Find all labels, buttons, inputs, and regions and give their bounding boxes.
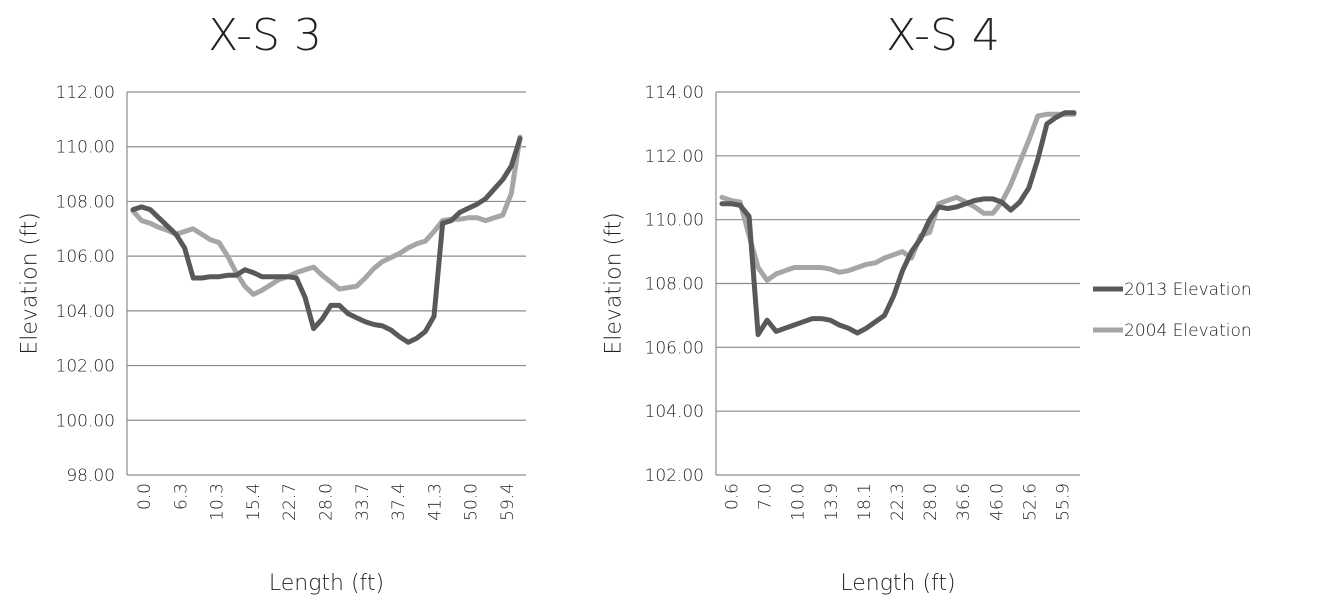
- x-axis-title: Length (ft): [840, 571, 955, 596]
- x-tick-label: 28.0: [921, 483, 941, 521]
- x-axis-title: Length (ft): [269, 571, 384, 596]
- y-tick-label: 112.00: [56, 83, 115, 103]
- x-tick-label: 0.6: [723, 483, 743, 510]
- y-tick-label: 112.00: [645, 147, 704, 167]
- legend: 2013 Elevation 2004 Elevation: [1093, 280, 1252, 341]
- legend-label: 2004 Elevation: [1124, 321, 1252, 341]
- x-tick-label: 36.6: [954, 483, 974, 521]
- series-line-2013: [719, 110, 1077, 338]
- y-tick-label: 114.00: [645, 83, 704, 103]
- chart-1: X-S 3 98.00 100.00 102.00 104.00 106.00 108.00…: [18, 10, 526, 596]
- y-tick-label: 110.00: [56, 138, 115, 158]
- series-line-2013: [130, 136, 523, 345]
- x-tick-label: 33.7: [353, 483, 373, 521]
- x-tick-label: 22.7: [280, 483, 300, 521]
- x-tick-label: 22.3: [888, 483, 908, 521]
- series-line-2004: [719, 111, 1077, 283]
- y-tick-label: 110.00: [645, 211, 704, 231]
- x-tick-label: 37.4: [389, 483, 409, 521]
- chart-title: X-S 3: [208, 10, 322, 61]
- y-tick-label: 106.00: [56, 247, 115, 267]
- x-tick-label: 52.6: [1020, 483, 1040, 521]
- y-tick-label: 102.00: [56, 357, 115, 377]
- x-tick-label: 0.0: [135, 483, 155, 510]
- x-tick-label: 18.1: [855, 483, 875, 521]
- x-tick-label: 7.0: [756, 483, 776, 510]
- chart-title: X-S 4: [886, 10, 1000, 61]
- x-tick-label: 15.4: [244, 483, 264, 521]
- x-tick-label: 10.0: [789, 483, 809, 521]
- x-tick-label: 13.9: [822, 483, 842, 521]
- y-tick-label: 104.00: [56, 302, 115, 322]
- legend-label: 2013 Elevation: [1124, 280, 1252, 300]
- y-axis-title: Elevation (ft): [18, 212, 43, 354]
- x-tick-label: 10.3: [208, 483, 228, 521]
- y-tick-label: 106.00: [645, 338, 704, 358]
- y-tick-label: 100.00: [56, 411, 115, 431]
- x-tick-label: 50.0: [462, 483, 482, 521]
- x-tick-label: 55.9: [1053, 483, 1073, 521]
- y-tick-label: 108.00: [645, 275, 704, 295]
- y-axis-title: Elevation (ft): [602, 212, 627, 354]
- y-tick-label: 104.00: [645, 402, 704, 422]
- x-tick-label: 28.0: [317, 483, 337, 521]
- x-tick-label: 46.0: [987, 483, 1007, 521]
- x-tick-label: 41.3: [425, 483, 445, 521]
- y-tick-label: 98.00: [66, 466, 115, 486]
- y-tick-label: 108.00: [56, 192, 115, 212]
- x-tick-label: 6.3: [171, 483, 191, 510]
- y-tick-label: 102.00: [645, 466, 704, 486]
- chart-2: X-S 4 102.00 104.00 106.00 108.00 110.00 112.0…: [602, 10, 1080, 596]
- x-tick-label: 59.4: [498, 483, 518, 521]
